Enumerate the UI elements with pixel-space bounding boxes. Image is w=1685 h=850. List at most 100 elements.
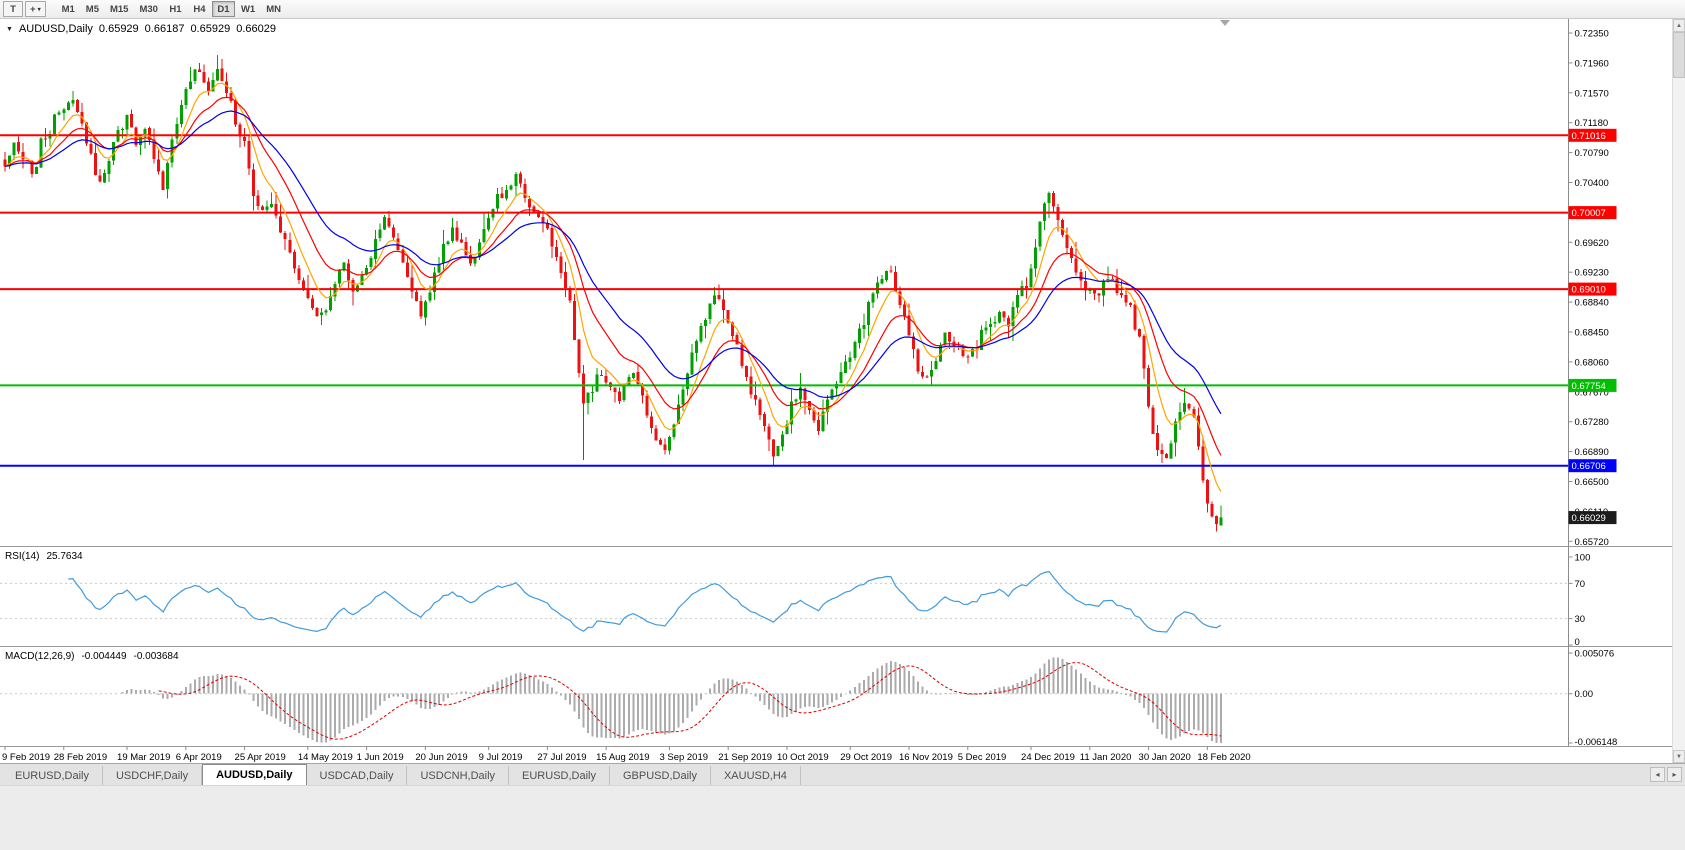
- svg-text:0.66706: 0.66706: [1572, 461, 1606, 472]
- svg-text:27 Jul 2019: 27 Jul 2019: [537, 752, 586, 763]
- panel-separators[interactable]: [0, 546, 1685, 747]
- svg-text:0.69230: 0.69230: [1575, 268, 1609, 279]
- timeframe-button-h1[interactable]: H1: [164, 1, 187, 17]
- tab-scroll-left-button[interactable]: ◂: [1650, 767, 1665, 782]
- svg-text:0.71016: 0.71016: [1572, 131, 1606, 142]
- timeframe-button-d1[interactable]: D1: [211, 1, 235, 17]
- ma-fast-orange: [4, 82, 1222, 492]
- timeframe-button-m15[interactable]: M15: [105, 1, 133, 17]
- chart-menu-icon[interactable]: ▼: [6, 25, 13, 33]
- chart-tab-usdchf-daily-1[interactable]: USDCHF,Daily: [102, 766, 203, 786]
- svg-text:0.67754: 0.67754: [1572, 381, 1606, 392]
- chart-header: ▼ AUDUSD,Daily 0.65929 0.66187 0.65929 0…: [6, 23, 276, 35]
- chart-tab-xauusd-h4-7[interactable]: XAUUSD,H4: [710, 766, 801, 786]
- svg-text:3 Sep 2019: 3 Sep 2019: [659, 752, 708, 763]
- chart-tab-audusd-daily-2[interactable]: AUDUSD,Daily: [202, 764, 307, 786]
- svg-text:0.69010: 0.69010: [1572, 285, 1606, 296]
- svg-text:100: 100: [1575, 553, 1591, 564]
- macd-histogram: [121, 657, 1222, 743]
- svg-text:11 Jan 2020: 11 Jan 2020: [1080, 752, 1132, 763]
- main-toolbar: T + ▾ M1 M5 M15 M30 H1 H4 D1 W1 MN: [0, 0, 1685, 19]
- rsi-line: [68, 570, 1222, 633]
- macd-header: MACD(12,26,9) -0.004449 -0.003684: [5, 651, 179, 662]
- svg-text:16 Nov 2019: 16 Nov 2019: [899, 752, 953, 763]
- ma-slow-blue: [4, 110, 1222, 415]
- chevron-down-icon: ▾: [37, 6, 41, 13]
- svg-text:0.68450: 0.68450: [1575, 328, 1609, 339]
- arrow-up-icon: ▲: [1676, 22, 1682, 29]
- price-level-badges: 0.71016 0.70007 0.69010 0.67754 0.66706 0.660…: [1568, 128, 1617, 525]
- tab-scroll-right-button[interactable]: ▸: [1667, 767, 1682, 782]
- svg-text:20 Jun 2019: 20 Jun 2019: [415, 752, 467, 763]
- rsi-value: 25.7634: [46, 551, 83, 562]
- rsi-panel: [0, 570, 1568, 633]
- svg-text:29 Oct 2019: 29 Oct 2019: [840, 752, 892, 763]
- scroll-up-button[interactable]: ▲: [1673, 19, 1685, 32]
- timeframe-button-mn[interactable]: MN: [261, 1, 286, 17]
- ma-mid-red: [4, 96, 1222, 456]
- svg-text:0.66500: 0.66500: [1575, 477, 1609, 488]
- svg-text:9 Feb 2019: 9 Feb 2019: [2, 752, 50, 763]
- svg-text:10 Oct 2019: 10 Oct 2019: [777, 752, 829, 763]
- svg-text:28 Feb 2019: 28 Feb 2019: [54, 752, 107, 763]
- svg-text:0.68840: 0.68840: [1575, 298, 1609, 309]
- svg-text:0.70007: 0.70007: [1572, 208, 1606, 219]
- svg-text:30: 30: [1575, 614, 1586, 625]
- tab-scroll-buttons: ◂ ▸: [1650, 767, 1682, 782]
- chart-shift-marker[interactable]: [1220, 20, 1230, 26]
- macd-main-value: -0.004449: [81, 651, 127, 662]
- svg-text:0.66029: 0.66029: [1572, 513, 1606, 524]
- svg-text:5 Dec 2019: 5 Dec 2019: [958, 752, 1007, 763]
- svg-text:0.72350: 0.72350: [1575, 29, 1609, 40]
- svg-text:0.70400: 0.70400: [1575, 178, 1609, 189]
- chart-tab-usdcad-daily-3[interactable]: USDCAD,Daily: [306, 766, 408, 786]
- status-bar-area: [0, 785, 1685, 850]
- svg-text:0.67280: 0.67280: [1575, 417, 1609, 428]
- ohlc-low: 0.65929: [190, 23, 231, 35]
- rsi-axis-labels: 100 70 30 0: [1568, 553, 1591, 648]
- draw-tool-dropdown-button[interactable]: + ▾: [25, 1, 46, 17]
- svg-text:0.67670: 0.67670: [1575, 387, 1609, 398]
- time-axis[interactable]: 9 Feb 2019 28 Feb 2019 19 Mar 2019 6 Apr 20…: [2, 746, 1251, 763]
- arrow-down-icon: ▼: [1676, 753, 1682, 760]
- svg-text:0.00: 0.00: [1575, 689, 1594, 700]
- text-tool-button[interactable]: T: [3, 1, 23, 17]
- chart-tab-gbpusd-daily-6[interactable]: GBPUSD,Daily: [610, 766, 711, 786]
- svg-text:25 Apr 2019: 25 Apr 2019: [235, 752, 286, 763]
- timeframe-button-m1[interactable]: M1: [57, 1, 80, 17]
- svg-text:14 May 2019: 14 May 2019: [298, 752, 353, 763]
- ohlc-high: 0.66187: [144, 23, 185, 35]
- timeframe-button-m30[interactable]: M30: [134, 1, 162, 17]
- chart-tab-usdcnh-daily-4[interactable]: USDCNH,Daily: [407, 766, 510, 786]
- main-panel: [3, 55, 1223, 532]
- horizontal-level-lines[interactable]: [0, 134, 1568, 467]
- svg-text:15 Aug 2019: 15 Aug 2019: [596, 752, 649, 763]
- chart-tab-eurusd-daily-0[interactable]: EURUSD,Daily: [2, 766, 103, 786]
- chart-tabs: EURUSD,Daily USDCHF,Daily AUDUSD,Daily USDC…: [0, 764, 1685, 786]
- timeframe-button-m5[interactable]: M5: [81, 1, 104, 17]
- timeframe-button-w1[interactable]: W1: [236, 1, 260, 17]
- svg-text:0.005076: 0.005076: [1575, 649, 1615, 660]
- svg-text:30 Jan 2020: 30 Jan 2020: [1139, 752, 1191, 763]
- chart-tab-eurusd-daily-5[interactable]: EURUSD,Daily: [509, 766, 610, 786]
- draw-tool-icon: +: [30, 3, 36, 15]
- svg-text:0.69620: 0.69620: [1575, 238, 1609, 249]
- ohlc-close: 0.66029: [236, 23, 276, 35]
- svg-text:21 Sep 2019: 21 Sep 2019: [718, 752, 772, 763]
- timeframe-button-h4[interactable]: H4: [188, 1, 211, 17]
- svg-text:9 Jul 2019: 9 Jul 2019: [479, 752, 523, 763]
- svg-text:18 Feb 2020: 18 Feb 2020: [1197, 752, 1250, 763]
- svg-text:70: 70: [1575, 579, 1586, 590]
- svg-text:1 Jun 2019: 1 Jun 2019: [357, 752, 404, 763]
- vertical-scrollbar[interactable]: ▲ ▼: [1672, 19, 1685, 763]
- scroll-down-button[interactable]: ▼: [1673, 750, 1685, 763]
- macd-signal-line: [158, 661, 1221, 740]
- chart-canvas[interactable]: 0.72350 0.71960 0.71570 0.71180 0.70790 0.704…: [0, 19, 1685, 763]
- macd-panel: [0, 657, 1568, 743]
- ohlc-open: 0.65929: [98, 23, 139, 35]
- scrollbar-thumb[interactable]: [1673, 32, 1685, 78]
- svg-text:0: 0: [1575, 637, 1580, 648]
- svg-text:6 Apr 2019: 6 Apr 2019: [176, 752, 222, 763]
- svg-text:0.65720: 0.65720: [1575, 537, 1609, 548]
